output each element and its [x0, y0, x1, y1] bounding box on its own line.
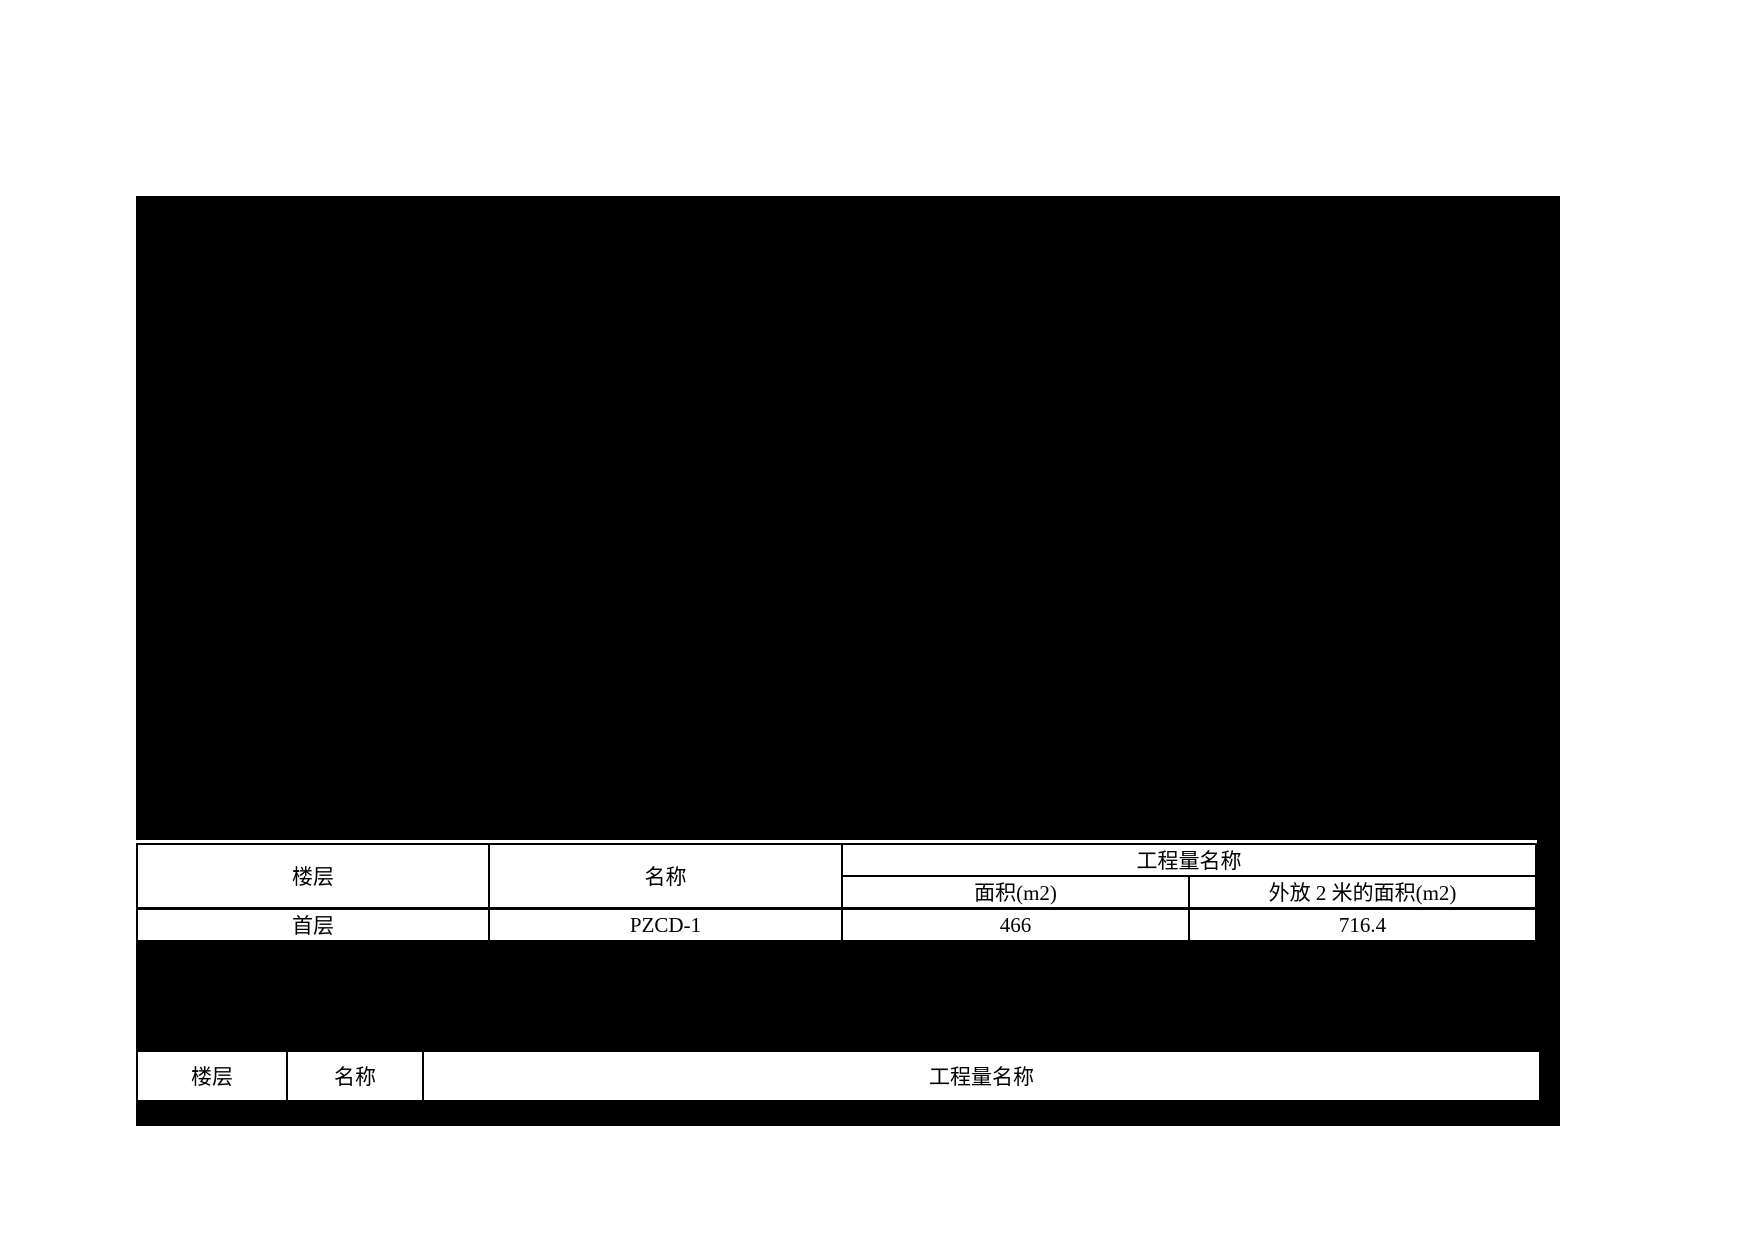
table1-header-row-1: 楼层 名称 工程量名称 [136, 843, 1537, 910]
table1-header-floor: 楼层 [136, 843, 490, 910]
table1-header-area: 面积(m2) [841, 875, 1190, 910]
blackout-band-middle [136, 942, 1560, 1050]
table1-header-name: 名称 [488, 843, 843, 910]
table1-header-quantity-group: 工程量名称 [841, 843, 1537, 877]
table1-cell-area: 466 [841, 907, 1190, 942]
table1-cell-floor: 首层 [136, 907, 490, 942]
table2-header-quantity-group: 工程量名称 [422, 1050, 1541, 1102]
quantity-table-2-row: 楼层 名称 工程量名称 [136, 1050, 1560, 1102]
sheet-content: 楼层 名称 工程量名称 面积(m2) 外放 2 米的面积(m2) 首层 PZCD… [136, 196, 1560, 1126]
blackout-right-filler-2 [1541, 1050, 1560, 1102]
blackout-right-filler-1 [1537, 840, 1560, 942]
quantity-table-1: 楼层 名称 工程量名称 面积(m2) 外放 2 米的面积(m2) 首层 PZCD… [136, 843, 1537, 942]
blackout-band-bottom [136, 1102, 1560, 1126]
table1-data-row: 首层 PZCD-1 466 716.4 [136, 907, 1537, 942]
quantity-table-2: 楼层 名称 工程量名称 [136, 1050, 1541, 1102]
table1-header-row-2: 面积(m2) 外放 2 米的面积(m2) [137, 875, 1537, 910]
table2-header-name: 名称 [286, 1050, 424, 1102]
table2-header-floor: 楼层 [136, 1050, 288, 1102]
quantity-table-1-row: 楼层 名称 工程量名称 面积(m2) 外放 2 米的面积(m2) 首层 PZCD… [136, 840, 1560, 942]
table1-cell-name: PZCD-1 [488, 907, 843, 942]
table1-cell-area-offset: 716.4 [1188, 907, 1537, 942]
table2-header-row: 楼层 名称 工程量名称 [136, 1050, 1541, 1102]
drawing-blackout-area [136, 196, 1560, 840]
table1-header-area-offset: 外放 2 米的面积(m2) [1188, 875, 1537, 910]
